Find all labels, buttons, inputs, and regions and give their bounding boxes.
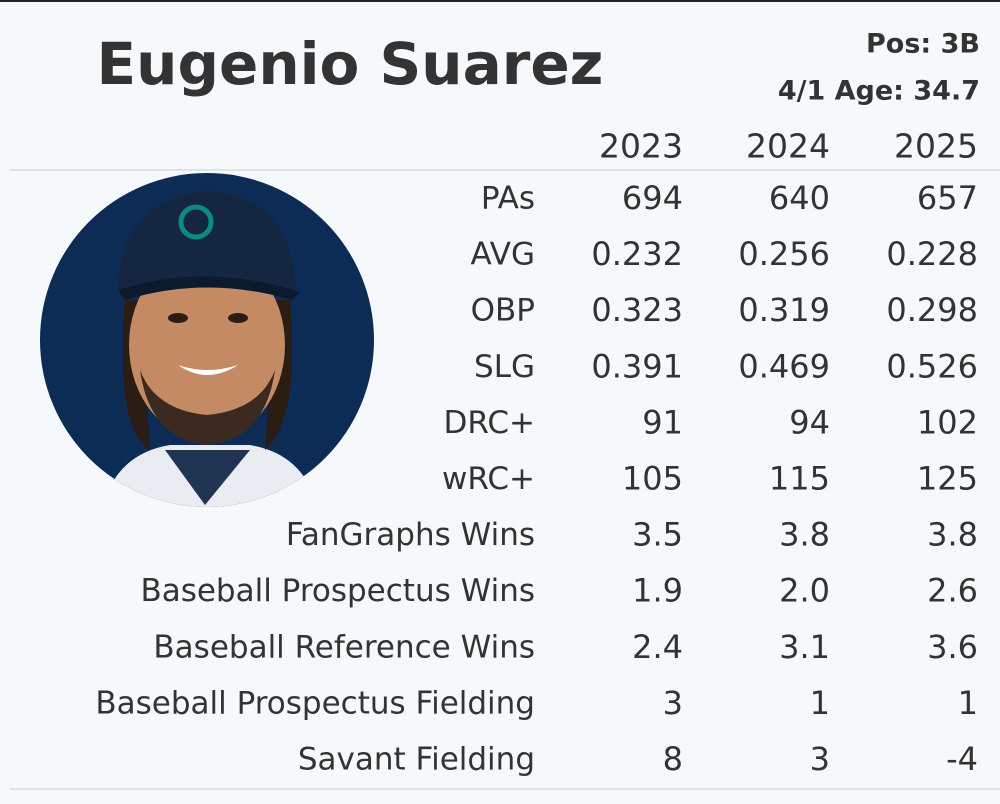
stat-value: 3.1	[779, 628, 830, 666]
stat-value: 105	[622, 460, 683, 498]
stat-label: Baseball Reference Wins	[153, 629, 535, 665]
stat-label: Baseball Prospectus Fielding	[95, 685, 535, 721]
stat-label: Baseball Prospectus Wins	[140, 573, 535, 609]
stat-value: 0.323	[591, 291, 683, 329]
year-header: 2024	[746, 127, 830, 166]
position: Pos: 3B	[866, 29, 980, 60]
player-photo	[40, 173, 374, 507]
stat-value: 3.5	[632, 516, 683, 554]
stat-value: 2.6	[927, 572, 978, 610]
stat-label: Savant Fielding	[298, 742, 535, 778]
stat-value: 0.526	[886, 347, 978, 385]
stat-value: 8	[663, 740, 683, 778]
year-header: 2025	[894, 127, 978, 166]
stat-value: 640	[769, 179, 830, 217]
stat-value: 657	[917, 179, 978, 217]
stat-value: 115	[769, 460, 830, 498]
age: 4/1 Age: 34.7	[778, 76, 980, 107]
stat-value: 0.256	[738, 235, 830, 273]
stat-value: 1	[810, 684, 830, 722]
year-header: 2023	[599, 127, 683, 166]
stat-value: 0.319	[738, 291, 830, 329]
stat-value: 102	[917, 403, 978, 441]
stat-value: 694	[622, 179, 683, 217]
stat-label: wRC+	[442, 461, 535, 497]
stat-value: 0.232	[591, 235, 683, 273]
stat-value: 0.391	[591, 347, 683, 385]
stat-value: 91	[642, 403, 683, 441]
stat-label: SLG	[474, 349, 535, 385]
stat-value: 3.8	[927, 516, 978, 554]
stat-value: 2.0	[779, 572, 830, 610]
stat-value: 1.9	[632, 572, 683, 610]
stat-label: OBP	[471, 293, 535, 329]
stat-value: 3	[663, 684, 683, 722]
player-name: Eugenio Suarez	[97, 30, 604, 98]
stat-value: 0.228	[886, 235, 978, 273]
stat-value: 0.298	[886, 291, 978, 329]
stat-value: 1	[958, 684, 978, 722]
stat-value: -4	[946, 740, 978, 778]
stat-value: 0.469	[738, 347, 830, 385]
stat-value: 2.4	[632, 628, 683, 666]
stat-label: DRC+	[444, 405, 536, 441]
stat-value: 94	[789, 403, 830, 441]
stat-value: 125	[917, 460, 978, 498]
stat-label: AVG	[471, 237, 535, 273]
stat-value: 3	[810, 740, 830, 778]
stat-label: PAs	[481, 181, 535, 217]
stat-value: 3.6	[927, 628, 978, 666]
stat-label: FanGraphs Wins	[286, 517, 535, 553]
stat-value: 3.8	[779, 516, 830, 554]
